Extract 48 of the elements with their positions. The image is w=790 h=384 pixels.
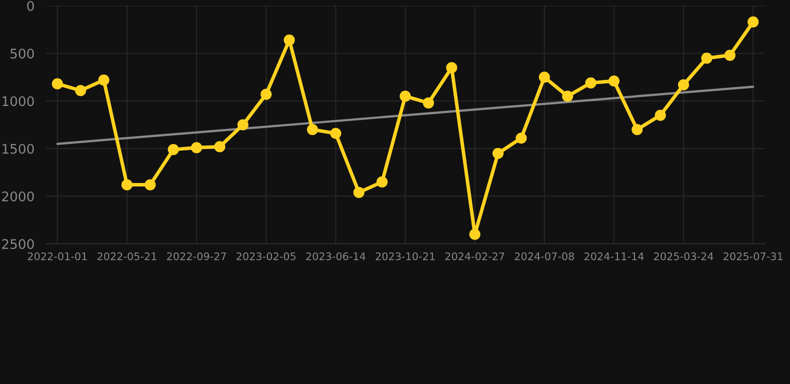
point <box>562 90 574 102</box>
y-tick-label: 500 <box>10 48 34 59</box>
point <box>400 90 411 102</box>
point <box>585 77 596 88</box>
point <box>632 124 643 136</box>
x-tick-label: 2025-03-24 <box>654 252 714 260</box>
x-tick-label: 2025-07-31 <box>724 252 782 260</box>
point <box>516 132 527 144</box>
point <box>608 75 620 87</box>
x-tick-label: 2024-11-14 <box>584 252 644 260</box>
point <box>678 79 690 90</box>
x-tick-label: 2023-06-14 <box>306 252 366 260</box>
x-tick-label: 2022-01-01 <box>28 252 87 260</box>
x-tick-label: 2023-10-21 <box>376 252 435 260</box>
point <box>446 62 458 74</box>
y-tick-label: 2500 <box>2 239 34 250</box>
y-tick-label: 0 <box>27 0 34 11</box>
point <box>701 52 712 64</box>
point <box>98 74 110 86</box>
point <box>748 16 759 28</box>
point <box>422 97 434 108</box>
point <box>538 72 550 83</box>
point <box>144 179 156 190</box>
point <box>306 124 318 136</box>
y-tick-label: 1500 <box>2 144 34 154</box>
point <box>191 142 202 154</box>
point <box>260 88 272 100</box>
x-tick-label: 2022-05-21 <box>97 252 156 260</box>
point <box>168 144 179 156</box>
y-tick-label: 2000 <box>2 191 34 202</box>
x-tick-label: 2023-02-05 <box>236 252 296 260</box>
point <box>214 141 226 152</box>
point <box>469 228 480 240</box>
x-tick-label: 2022-09-27 <box>167 252 226 260</box>
x-tick-label: 2024-02-27 <box>445 252 504 260</box>
point <box>353 186 364 198</box>
point <box>284 34 295 46</box>
point <box>75 84 86 96</box>
point <box>492 148 504 159</box>
y-tick-label: 1000 <box>2 96 34 106</box>
point <box>654 110 666 121</box>
point <box>330 128 342 139</box>
point <box>724 50 736 61</box>
point <box>52 78 63 90</box>
point <box>121 179 133 190</box>
point <box>376 176 388 188</box>
x-tick-label: 2024-07-08 <box>514 252 574 260</box>
point <box>237 119 248 130</box>
